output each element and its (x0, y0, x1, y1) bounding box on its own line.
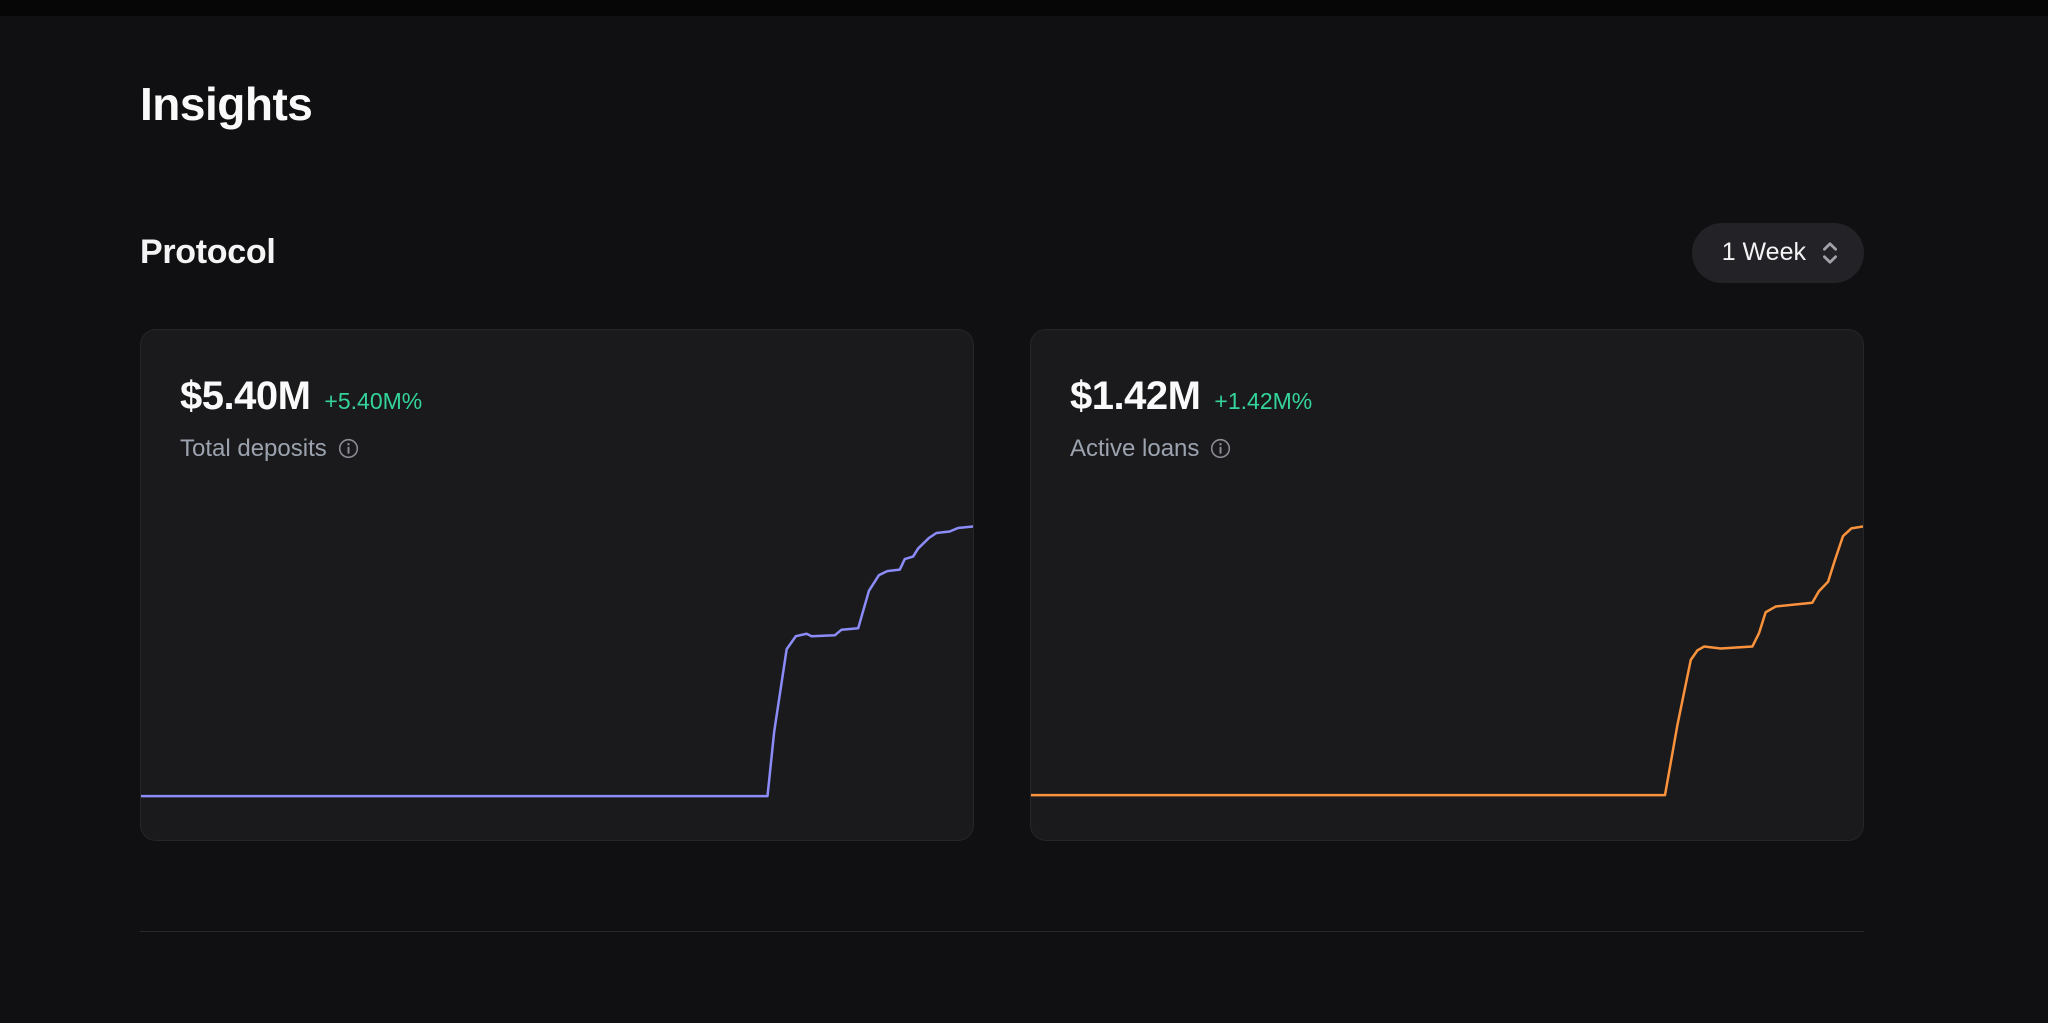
top-bar (0, 0, 2048, 16)
deposits-value: $5.40M (180, 373, 311, 418)
page-title: Insights (140, 78, 313, 130)
section-title: Protocol (140, 233, 276, 272)
loans-change-badge: +1.42M% (1214, 387, 1313, 414)
deposits-change-badge: +5.40M% (324, 387, 423, 414)
loans-label: Active loans (1070, 434, 1200, 462)
section-divider (140, 930, 1864, 932)
card-header: $5.40M +5.40M% Total deposits (141, 330, 973, 463)
loans-value: $1.42M (1070, 373, 1201, 418)
info-icon[interactable] (1210, 438, 1231, 459)
insights-page: Insights Protocol 1 Week $5.40M +5.40M% … (0, 78, 2048, 932)
active-loans-chart (1031, 510, 1863, 840)
card-header: $1.42M +1.42M% Active loans (1031, 330, 1863, 463)
total-deposits-chart (141, 510, 973, 840)
metric-cards: $5.40M +5.40M% Total deposits $1.42M (140, 328, 1864, 841)
info-icon[interactable] (338, 438, 359, 459)
total-deposits-card: $5.40M +5.40M% Total deposits (140, 328, 974, 841)
protocol-section-header: Protocol 1 Week (140, 222, 1864, 283)
active-loans-card: $1.42M +1.42M% Active loans (1030, 328, 1864, 841)
deposits-label: Total deposits (180, 434, 327, 462)
period-selector-value: 1 Week (1721, 238, 1806, 267)
period-selector[interactable]: 1 Week (1691, 222, 1864, 283)
chevron-up-down-icon (1823, 242, 1837, 264)
